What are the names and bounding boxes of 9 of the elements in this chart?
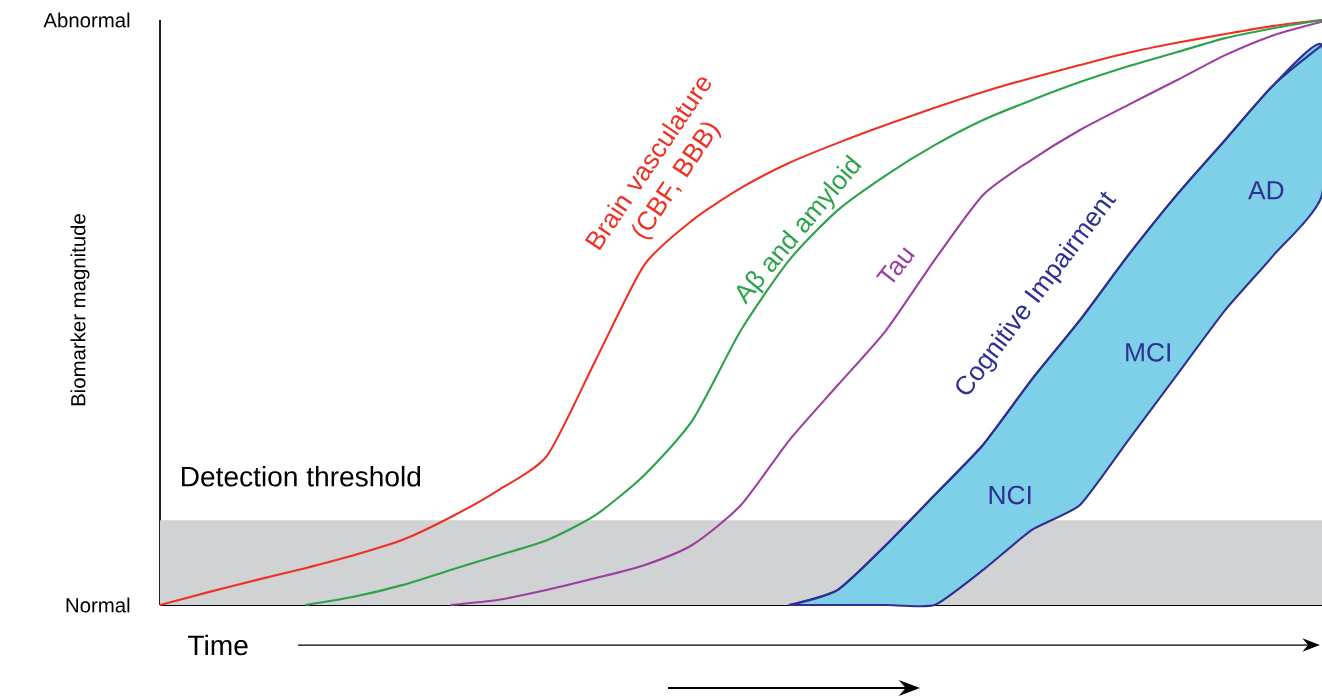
annotation: MCI — [1126, 342, 1170, 362]
x-axis-title: Time — [188, 634, 248, 656]
y-axis-title: Biomarker magnitude — [70, 214, 90, 406]
text: Tau — [876, 247, 915, 283]
text: Normal — [66, 597, 130, 613]
annotation: AD — [1248, 181, 1284, 200]
annotation: NCI — [989, 485, 1031, 505]
text: Abnormal — [43, 12, 130, 28]
band-label: Detection threshold — [182, 465, 421, 487]
